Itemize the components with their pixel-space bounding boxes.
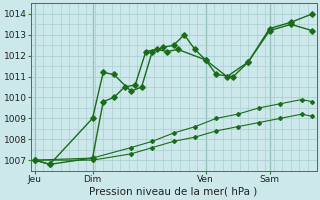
X-axis label: Pression niveau de la mer( hPa ): Pression niveau de la mer( hPa ) (90, 187, 258, 197)
